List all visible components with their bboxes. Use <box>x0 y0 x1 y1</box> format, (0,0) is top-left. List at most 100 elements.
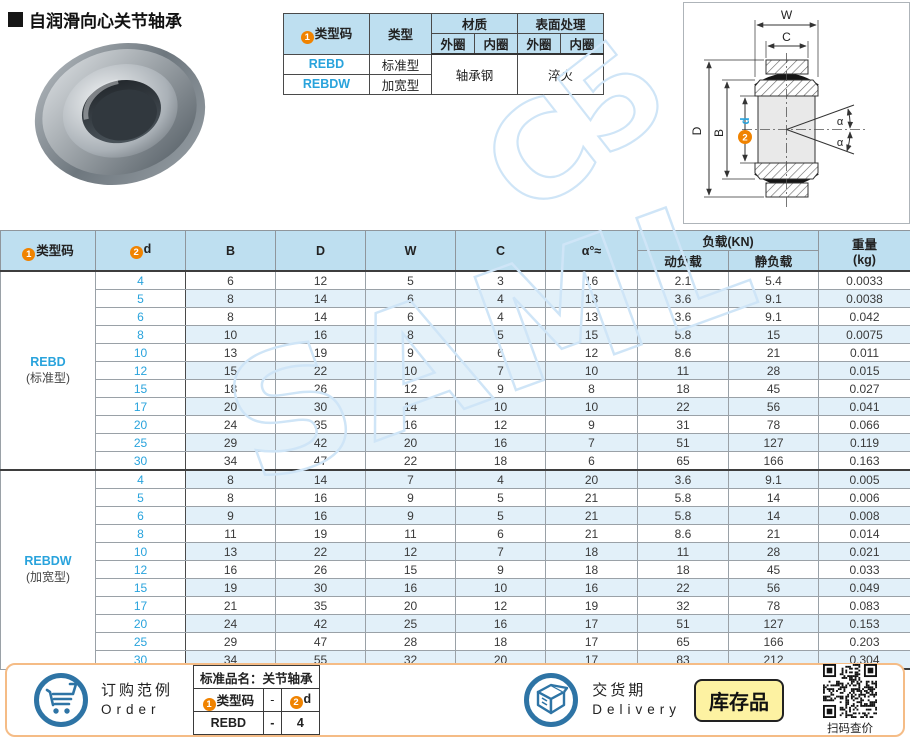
cell-value: 26 <box>275 379 366 398</box>
cell-value: 9 <box>365 488 456 507</box>
dim-b-label: B <box>712 129 726 137</box>
order-example-dash: - <box>262 711 283 735</box>
cell-d: 5 <box>95 289 186 308</box>
col-header-weight: 重量 (kg) <box>818 230 910 272</box>
cell-value: 30 <box>275 578 366 597</box>
qr-code <box>823 664 877 718</box>
cell-value: 22 <box>637 397 729 416</box>
cell-value: 0.027 <box>818 379 910 398</box>
col-header-type-code: 1 类型码 <box>0 230 96 272</box>
title-square-icon <box>8 12 23 27</box>
cell-value: 0.041 <box>818 397 910 416</box>
cell-value: 24 <box>185 415 276 434</box>
cell-d: 20 <box>95 614 186 633</box>
order-col-type-code: 1 类型码 <box>193 688 264 712</box>
cell-d: 4 <box>95 270 186 290</box>
cell-value: 5 <box>365 270 456 290</box>
cell-value: 9 <box>185 506 276 525</box>
series-label: REBD (标准型) <box>0 270 96 471</box>
dim-d-bore-label: d <box>740 117 752 124</box>
main-table-body: REBD (标准型) 4 6 12 5 3 16 2.1 5.4 0.0033 5 8 14 6 4 13 3.6… <box>0 270 910 670</box>
cell-value: 7 <box>455 361 546 380</box>
cell-value: 16 <box>275 325 366 344</box>
cell-value: 28 <box>365 632 456 651</box>
package-icon <box>524 673 579 727</box>
dim-alpha-bottom: α <box>837 137 844 149</box>
cell-value: 11 <box>185 524 276 543</box>
cell-value: 3.6 <box>637 469 729 489</box>
cell-value: 16 <box>545 578 638 597</box>
cell-value: 5.8 <box>637 488 729 507</box>
cell-d: 25 <box>95 632 186 651</box>
cell-value: 9 <box>365 343 456 362</box>
cell-value: 9 <box>365 506 456 525</box>
cell-value: 16 <box>455 433 546 452</box>
cell-d: 12 <box>95 361 186 380</box>
cell-value: 0.014 <box>818 524 910 543</box>
cell-value: 51 <box>637 614 729 633</box>
cell-value: 16 <box>185 560 276 579</box>
cell-value: 6 <box>185 270 276 290</box>
cell-d: 30 <box>95 451 186 471</box>
cell-value: 127 <box>727 433 820 452</box>
cell-value: 42 <box>275 614 366 633</box>
cell-value: 17 <box>545 632 638 651</box>
col-header-static-load: 静负载 <box>727 250 820 272</box>
cell-value: 16 <box>455 614 546 633</box>
cell-value: 0.006 <box>818 488 910 507</box>
cell-value: 32 <box>637 596 729 615</box>
cell-value: 166 <box>727 451 820 471</box>
cell-value: 10 <box>455 397 546 416</box>
cell-value: 5 <box>455 325 546 344</box>
cell-value: 21 <box>545 524 638 543</box>
cell-value: 4 <box>455 289 546 308</box>
spec-header-outer-ring: 外圈 <box>517 33 561 55</box>
cell-value: 10 <box>545 361 638 380</box>
spec-surface-value: 淬火 <box>517 53 604 95</box>
stock-badge: 库存品 <box>694 678 784 722</box>
cell-d: 25 <box>95 433 186 452</box>
cell-value: 28 <box>727 361 820 380</box>
cell-value: 13 <box>545 307 638 326</box>
cell-value: 8 <box>185 289 276 308</box>
cell-d: 20 <box>95 415 186 434</box>
cell-value: 20 <box>365 433 456 452</box>
cell-value: 6 <box>455 343 546 362</box>
cell-value: 4 <box>455 469 546 489</box>
badge-2-icon: 2 <box>289 695 303 709</box>
cell-value: 21 <box>545 506 638 525</box>
cell-value: 26 <box>275 560 366 579</box>
badge-2-icon <box>738 130 752 144</box>
cell-d: 5 <box>95 488 186 507</box>
cell-value: 31 <box>637 415 729 434</box>
cell-value: 14 <box>365 397 456 416</box>
spec-type-wide: 加宽型 <box>369 73 432 95</box>
cell-value: 18 <box>545 560 638 579</box>
spec-header-type-code: 1 类型码 <box>283 13 370 55</box>
cell-value: 7 <box>545 433 638 452</box>
delivery-label-cn: 交货期 <box>592 681 647 699</box>
cell-value: 18 <box>637 379 729 398</box>
cell-value: 15 <box>545 325 638 344</box>
cell-value: 35 <box>275 596 366 615</box>
order-table-title: 标准品名：关节轴承 <box>193 665 320 689</box>
cell-value: 8.6 <box>637 343 729 362</box>
technical-drawing: α α W C D B 2 d <box>683 2 910 224</box>
cell-value: 29 <box>185 433 276 452</box>
cell-value: 19 <box>275 524 366 543</box>
cell-value: 9.1 <box>727 469 820 489</box>
cell-value: 12 <box>365 542 456 561</box>
cell-d: 15 <box>95 379 186 398</box>
cell-value: 21 <box>727 343 820 362</box>
spec-table: 1 类型码 类型 材质 表面处理 外圈 内圈 外圈 内圈 REBD 标准型 轴承钢… <box>283 13 604 95</box>
cell-value: 12 <box>275 270 366 290</box>
cell-value: 51 <box>637 433 729 452</box>
cell-value: 65 <box>637 632 729 651</box>
cell-value: 127 <box>727 614 820 633</box>
badge-1-icon: 1 <box>22 248 36 261</box>
dim-c-label: C <box>782 30 791 44</box>
cell-d: 10 <box>95 542 186 561</box>
cell-value: 16 <box>365 415 456 434</box>
